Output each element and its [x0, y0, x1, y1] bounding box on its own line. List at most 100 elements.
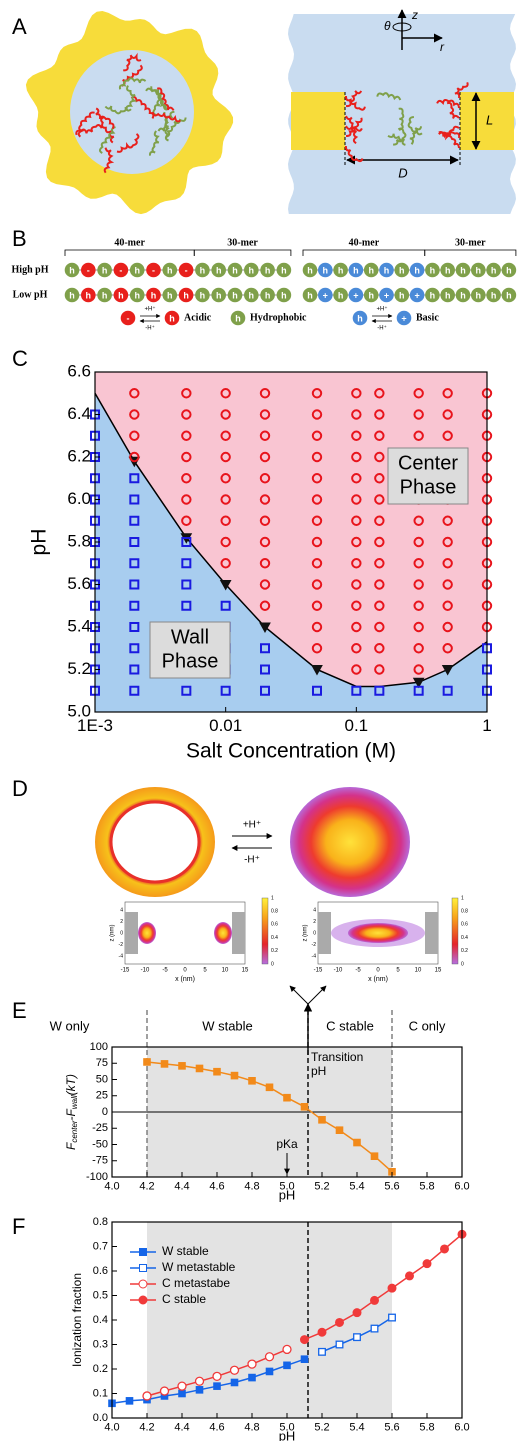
legend-label: C metastabe	[162, 1276, 230, 1290]
circle-marker	[413, 515, 424, 526]
polymer	[436, 99, 460, 109]
y-axis-label-part: (kT)	[64, 1074, 78, 1095]
square-marker	[220, 685, 231, 696]
x-tick-label: 5.6	[384, 1421, 399, 1433]
circle-marker	[442, 515, 453, 526]
square-marker	[300, 1103, 309, 1111]
circle-marker	[247, 1359, 257, 1369]
y-tick-label: 0.8	[93, 1216, 108, 1228]
triangle-marker	[311, 665, 323, 676]
circle-marker	[351, 643, 362, 654]
square-marker	[413, 685, 424, 696]
bead	[64, 262, 80, 278]
bead	[129, 287, 145, 303]
wall	[125, 912, 138, 954]
z-tick-label: 0	[313, 930, 316, 936]
bead	[260, 262, 275, 278]
circle-marker	[177, 1381, 187, 1391]
z-tick-label: -2	[119, 942, 124, 948]
circle-marker	[311, 430, 323, 441]
x-tick-label: 5.4	[349, 1180, 364, 1192]
bead-label: -	[119, 265, 122, 275]
bead-label: h	[151, 290, 157, 300]
square-marker	[181, 537, 192, 547]
circle-marker	[181, 473, 192, 484]
transition-label: Transition	[311, 1050, 363, 1064]
panel-label: D	[12, 776, 28, 801]
bead-label: h	[265, 265, 271, 275]
square-marker	[129, 664, 140, 675]
x-tick-label: 15	[435, 968, 442, 974]
bead-label: -	[127, 313, 130, 323]
circle-marker	[311, 451, 323, 463]
square-marker	[230, 1071, 239, 1080]
bead-label: h	[476, 290, 482, 300]
legend-label: Basic	[416, 312, 439, 323]
circle-marker	[311, 600, 323, 611]
circle-marker	[181, 494, 192, 505]
circle-marker	[387, 1283, 397, 1293]
bracket	[64, 249, 195, 256]
x-tick-label: 4.0	[104, 1180, 119, 1192]
circle-marker	[142, 1391, 152, 1401]
x-tick-label: 4.2	[139, 1421, 154, 1433]
square-marker	[129, 579, 140, 590]
y-tick-label: 0.4	[93, 1314, 108, 1326]
circle-marker	[374, 558, 385, 569]
equilibrium-label: +H⁺	[376, 306, 387, 313]
z-tick-label: 4	[313, 907, 316, 913]
y-tick-label: 0.7	[93, 1240, 108, 1252]
bead-label: h	[506, 290, 512, 300]
bead	[501, 262, 517, 278]
circle-marker	[259, 558, 271, 569]
bead	[396, 310, 412, 326]
circle-marker	[374, 388, 385, 399]
polymer	[125, 85, 138, 111]
square-marker	[129, 558, 140, 569]
circle-marker	[259, 515, 271, 526]
wall	[232, 912, 245, 954]
bead-label: h	[307, 265, 313, 275]
bead	[164, 310, 180, 326]
y-axis-label-part: center	[70, 1120, 79, 1143]
circle-marker	[300, 1335, 309, 1345]
polymer	[95, 107, 115, 130]
circle-marker	[374, 473, 385, 484]
polymer	[345, 117, 363, 138]
colorbar-label: 0.6	[271, 922, 278, 928]
square-marker	[129, 643, 140, 654]
legend-marker	[138, 1279, 148, 1289]
theta-label: θ	[384, 19, 391, 33]
polymer	[75, 124, 103, 136]
circle-marker	[181, 451, 192, 463]
circle-marker	[335, 1317, 344, 1327]
panel-a: z θ r L D	[25, 8, 516, 215]
bead-label: h	[476, 265, 482, 275]
bead-label: h	[232, 265, 238, 275]
bead-label: h	[183, 290, 189, 300]
bead	[333, 262, 348, 278]
circle-marker	[374, 664, 385, 675]
bead-label: h	[338, 265, 344, 275]
bead	[113, 287, 129, 303]
x-tick-label: 5	[396, 968, 400, 974]
y-axis-label-part: -F	[64, 1108, 78, 1120]
square-marker	[129, 515, 140, 526]
bead-label: h	[265, 290, 271, 300]
z-tick-label: 4	[120, 907, 123, 913]
y-tick-label: 5.2	[67, 659, 91, 678]
circle-marker	[229, 1365, 240, 1375]
region-label: C only	[409, 1018, 446, 1033]
circle-marker	[311, 473, 323, 484]
plot-frame	[111, 1046, 463, 1178]
x-tick-label: 5.4	[349, 1421, 364, 1433]
circle-marker	[442, 430, 453, 441]
bead	[486, 262, 501, 278]
bead-label: h	[357, 313, 363, 323]
square-marker	[318, 1347, 326, 1356]
bead-label: h	[235, 313, 241, 323]
panel-label: C	[12, 346, 28, 371]
square-marker	[178, 1062, 186, 1070]
